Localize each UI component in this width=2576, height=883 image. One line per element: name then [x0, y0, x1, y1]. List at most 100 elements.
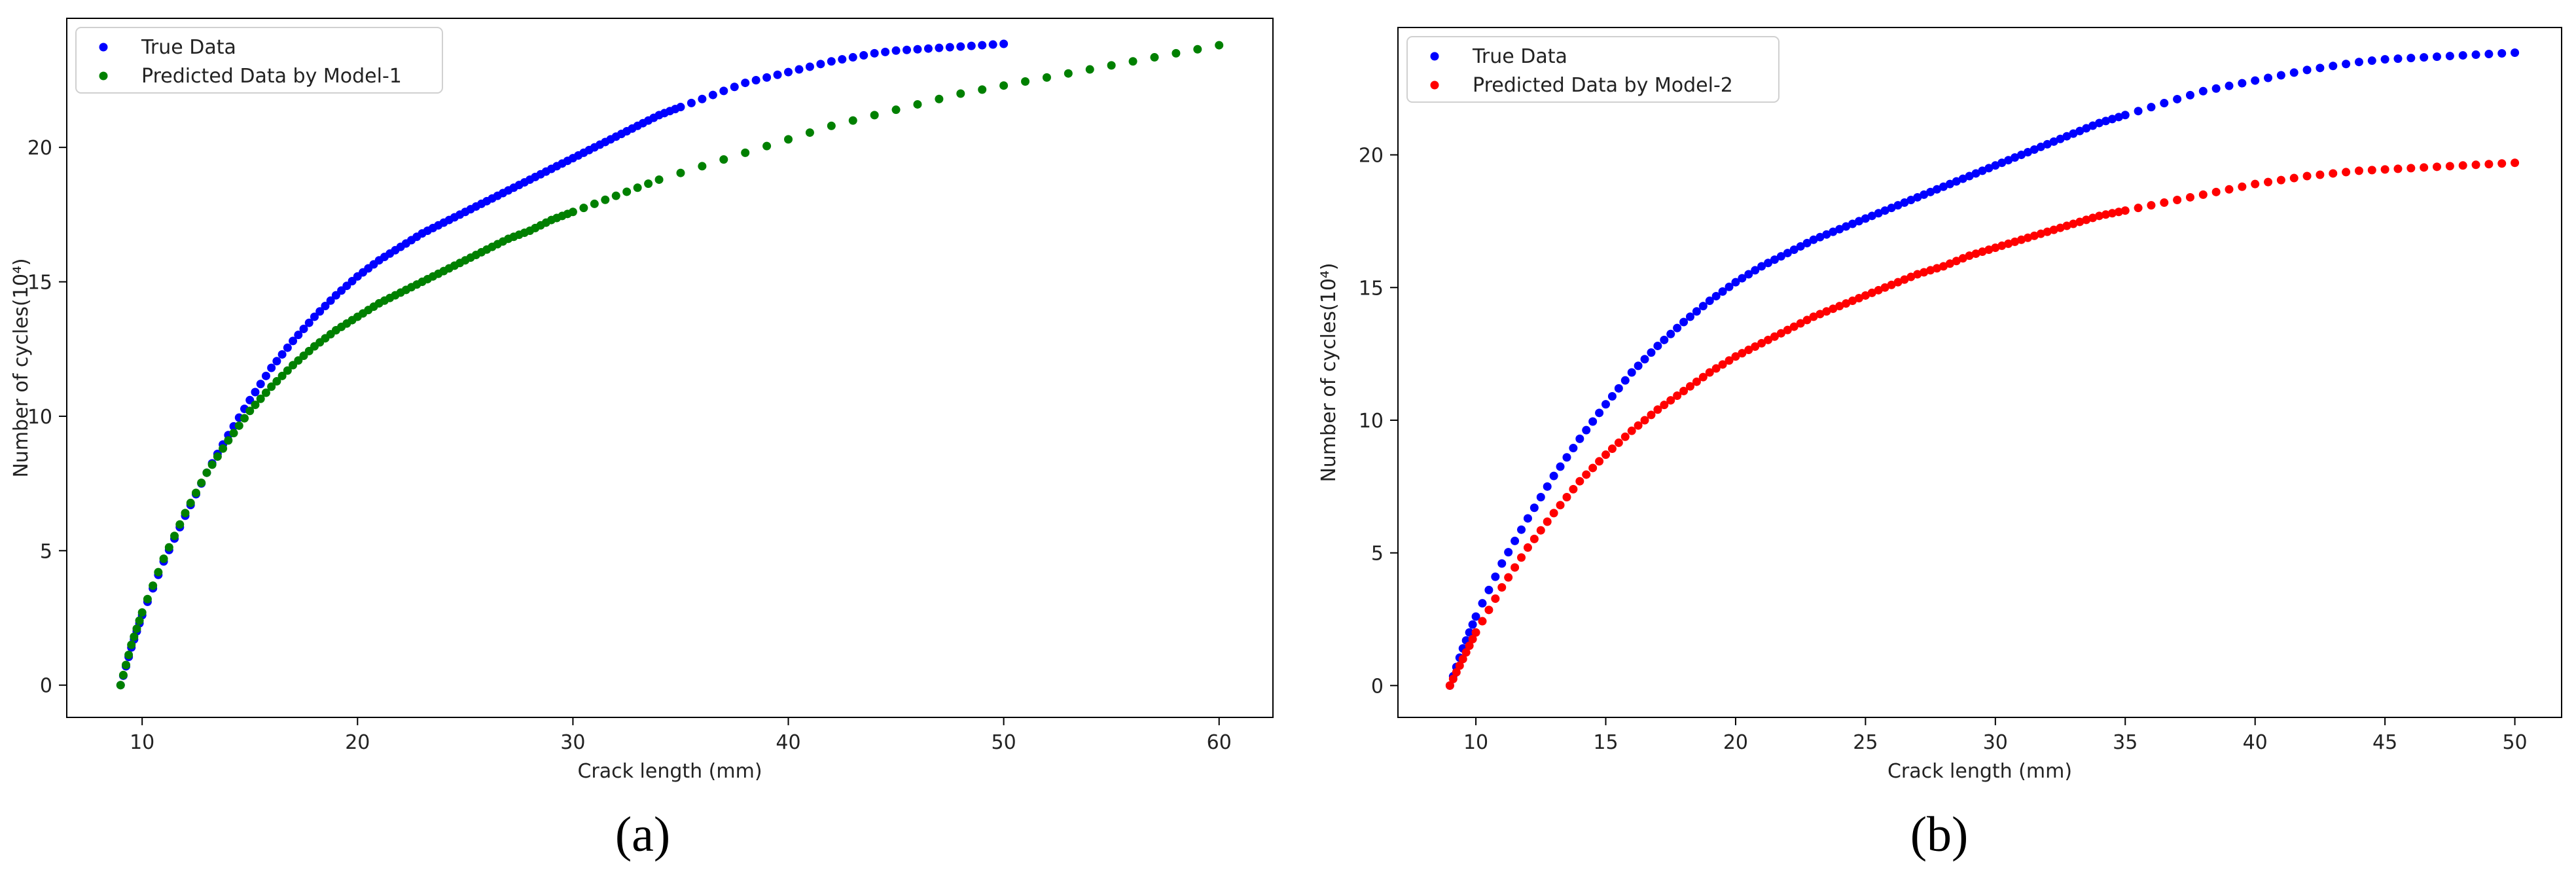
x-tick-label: 50	[2502, 731, 2527, 754]
plot-area-b	[1397, 27, 2562, 718]
data-point	[1802, 315, 1812, 325]
data-point	[2497, 49, 2507, 58]
data-point	[1848, 297, 1857, 306]
data-point	[2380, 55, 2389, 64]
data-point	[2329, 62, 2338, 71]
data-point	[1634, 421, 1643, 430]
data-point	[848, 116, 857, 125]
data-point	[2043, 227, 2052, 236]
data-point	[256, 380, 265, 389]
data-point	[1698, 372, 1708, 382]
data-point	[1965, 251, 1974, 261]
data-point	[956, 42, 965, 51]
data-point	[1906, 272, 1916, 281]
data-point	[1021, 77, 1030, 86]
data-point	[1452, 668, 1461, 677]
data-point	[1607, 444, 1617, 454]
data-point	[1738, 274, 1747, 283]
data-point	[687, 98, 696, 107]
data-point	[1673, 391, 1682, 400]
data-point	[186, 498, 195, 507]
data-point	[2393, 164, 2403, 173]
data-point	[2004, 156, 2013, 165]
data-point	[2075, 217, 2084, 226]
data-point	[1497, 583, 1507, 592]
x-tick-label: 50	[992, 731, 1016, 754]
data-point	[1945, 259, 1954, 268]
data-point	[2458, 51, 2467, 60]
data-point	[1887, 280, 1896, 289]
data-point	[1478, 617, 1487, 626]
data-point	[601, 195, 610, 204]
data-point	[2433, 52, 2441, 62]
data-point	[135, 616, 144, 625]
data-point	[1854, 217, 1863, 226]
data-point	[676, 103, 685, 112]
data-point	[1471, 628, 1480, 637]
data-point	[568, 207, 577, 217]
data-point	[1867, 288, 1876, 297]
data-point	[1829, 304, 1838, 314]
data-point	[1582, 425, 1591, 435]
data-point	[1874, 285, 1883, 295]
data-point	[2445, 162, 2454, 171]
data-point	[2511, 158, 2520, 168]
data-point	[2484, 160, 2494, 169]
y-tick-label: 5	[40, 540, 52, 563]
data-point	[2095, 118, 2104, 128]
data-point	[1172, 48, 1181, 58]
data-point	[2198, 190, 2208, 199]
data-point	[1614, 384, 1623, 393]
data-point	[240, 414, 249, 423]
data-point	[2036, 142, 2045, 151]
data-point	[213, 452, 222, 461]
data-point	[181, 509, 190, 518]
y-tick-label: 0	[1371, 675, 1384, 698]
data-point	[1543, 517, 1552, 526]
data-point	[611, 191, 620, 200]
data-point	[870, 111, 879, 120]
data-point	[1829, 227, 1838, 236]
data-point	[2420, 163, 2429, 172]
data-point	[1107, 61, 1116, 70]
data-point	[1861, 214, 1870, 223]
legend-marker	[99, 71, 108, 81]
y-tick-label: 15	[27, 272, 52, 295]
data-point	[1816, 232, 1825, 242]
data-point	[1842, 222, 1851, 231]
data-point	[1783, 249, 1792, 258]
data-point	[2406, 164, 2416, 173]
legend-marker	[1430, 52, 1439, 61]
x-tick-label: 30	[560, 731, 585, 754]
data-point	[191, 488, 200, 497]
y-axis-label: Number of cycles(10⁴)	[1317, 262, 1340, 482]
data-point	[1627, 368, 1636, 377]
data-point	[1595, 408, 1604, 418]
data-point	[1458, 655, 1467, 664]
data-point	[1588, 417, 1598, 426]
data-point	[1997, 158, 2007, 168]
data-point	[1874, 209, 1883, 218]
data-point	[1913, 270, 1922, 279]
data-point	[708, 90, 717, 99]
data-point	[1933, 264, 1942, 273]
data-point	[2471, 160, 2480, 170]
data-point	[2380, 165, 2389, 174]
data-point	[676, 168, 685, 177]
data-point	[1997, 241, 2007, 250]
data-point	[2056, 223, 2065, 232]
x-tick-label: 45	[2372, 731, 2397, 754]
data-point	[1491, 594, 1500, 604]
data-point	[272, 357, 281, 366]
data-point	[2114, 113, 2123, 122]
data-point	[2484, 50, 2494, 59]
data-point	[2120, 111, 2130, 120]
data-point	[1685, 312, 1694, 321]
data-point	[1478, 599, 1487, 608]
data-point	[1647, 348, 1656, 357]
data-point	[2316, 170, 2325, 179]
data-point	[719, 86, 728, 96]
data-point	[2354, 58, 2363, 67]
data-point	[2082, 124, 2091, 133]
data-point	[1757, 338, 1766, 348]
